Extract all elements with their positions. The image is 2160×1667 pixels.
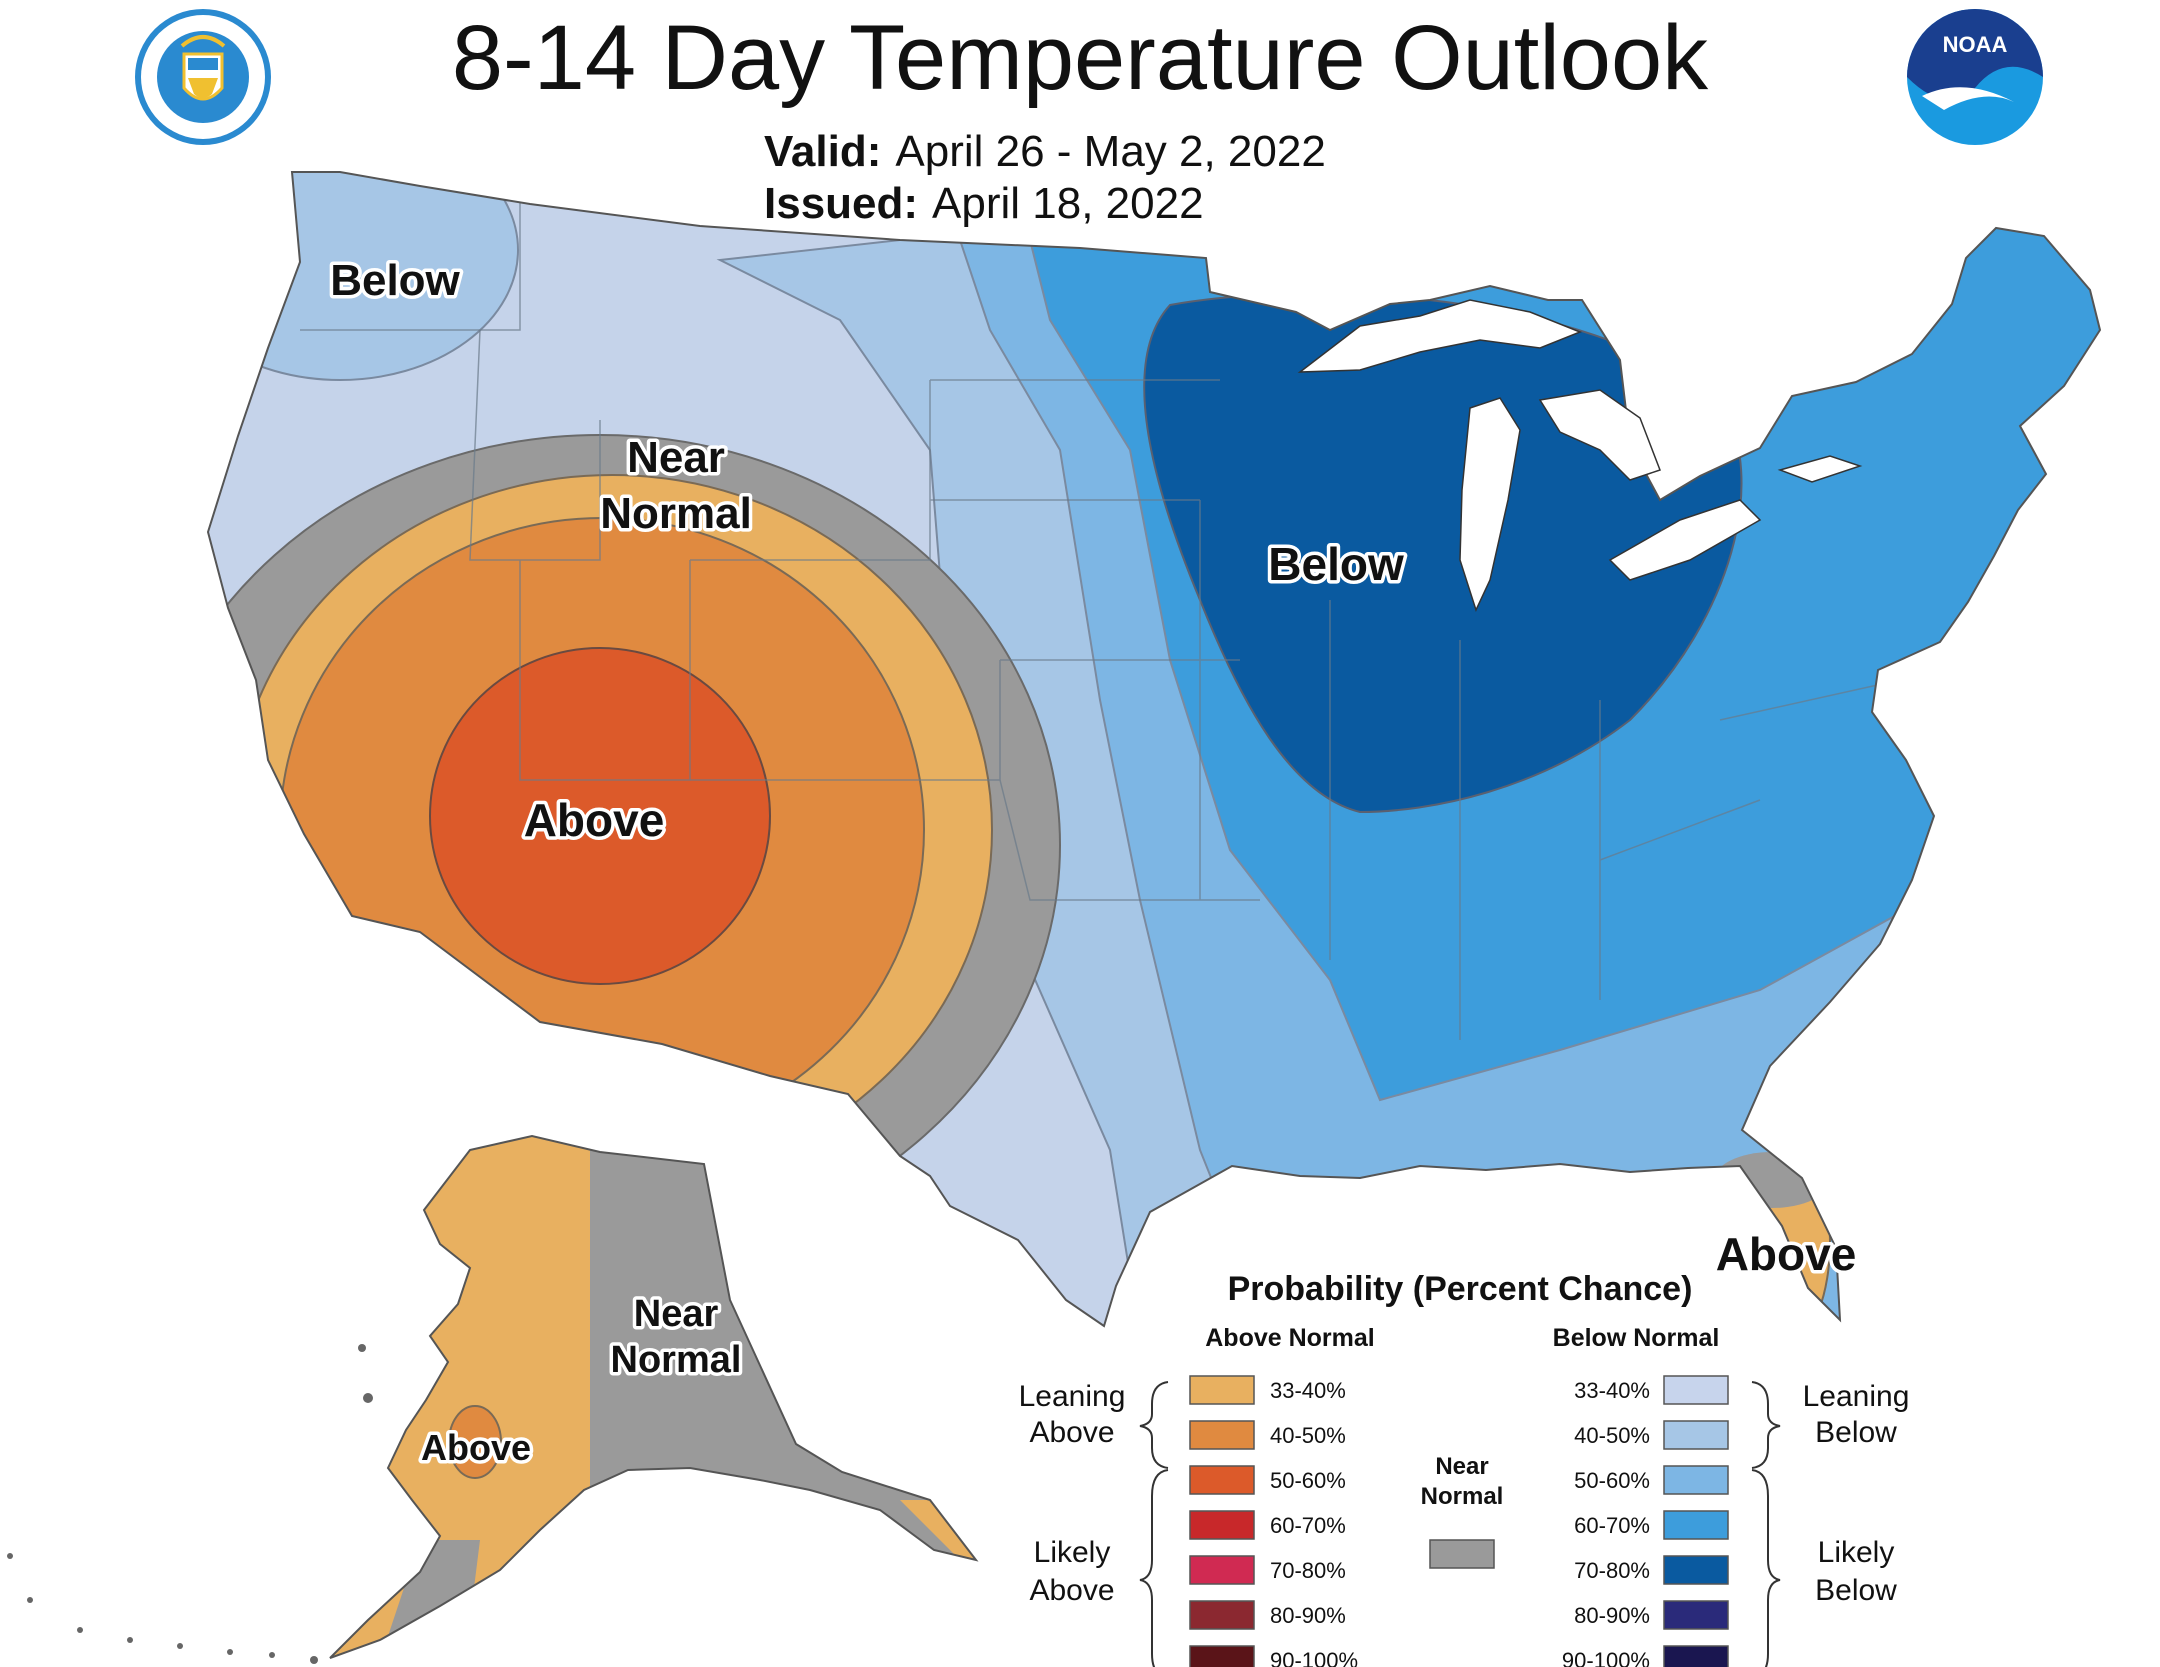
below-swatch-0 [1663,1375,1729,1405]
above-swatch-5 [1189,1600,1255,1630]
legend-leaning-below-line1: Leaning [1803,1380,1910,1413]
label-alaska-above: Above [421,1427,531,1468]
legend-likely-below-line1: Likely [1818,1536,1895,1569]
conus-outline [206,171,2102,1328]
below-swatch-4 [1663,1555,1729,1585]
label-alaska-near-line2: Normal [611,1339,742,1381]
legend-near-normal-line1: Near [1435,1453,1488,1480]
issued-value: April 18, 2022 [932,179,1204,228]
label-florida-above: Above [1716,1228,1857,1280]
below-label-5: 80-90% [1574,1603,1650,1628]
legend-likely-above-line2: Above [1029,1574,1114,1607]
legend-likely-above-line1: Likely [1034,1536,1111,1569]
above-swatch-2 [1189,1465,1255,1495]
below-label-1: 40-50% [1574,1423,1650,1448]
issued-date: Issued: April 18, 2022 [764,178,1204,230]
above-swatch-0 [1189,1375,1255,1405]
below-swatch-6 [1663,1645,1729,1667]
above-swatch-6 [1189,1645,1255,1667]
legend-below-header: Below Normal [1553,1324,1720,1352]
below-swatch-5 [1663,1600,1729,1630]
legend-likely-below-line2: Below [1815,1574,1897,1607]
above-swatch-1 [1189,1420,1255,1450]
legend-near-normal-swatch [1429,1539,1495,1569]
label-southwest-above: Above [524,794,665,846]
below-swatch-2 [1663,1465,1729,1495]
above-label-6: 90-100% [1270,1648,1358,1667]
above-label-5: 80-90% [1270,1603,1346,1628]
label-great-lakes-below: Below [1268,538,1404,590]
legend-near-normal-line2: Normal [1421,1483,1504,1510]
below-swatch-3 [1663,1510,1729,1540]
legend-leaning-below-line2: Below [1815,1416,1897,1449]
legend-above-header: Above Normal [1205,1324,1374,1352]
legend-below-rows: 33-40% 40-50% 50-60% 60-70% 70-80% 80-90% 90-1… [1562,1375,1729,1667]
above-label-0: 33-40% [1270,1378,1346,1403]
below-label-6: 90-100% [1562,1648,1650,1667]
above-label-2: 50-60% [1270,1468,1346,1493]
great-lakes [1297,299,1863,613]
legend-title: Probability (Percent Chance) [1228,1270,1693,1308]
below-label-3: 60-70% [1574,1513,1650,1538]
above-label-3: 60-70% [1270,1513,1346,1538]
valid-value: April 26 - May 2, 2022 [895,127,1326,176]
svg-text:NOAA: NOAA [1943,32,2008,57]
label-alaska-near-line1: Near [634,1293,719,1335]
label-near-normal-line1: Near [627,433,725,482]
aleutian-islands [7,1344,373,1664]
legend-braces [1139,1381,1781,1667]
above-label-1: 40-50% [1270,1423,1346,1448]
alaska-outline [329,1134,979,1659]
legend-above-rows: 33-40% 40-50% 50-60% 60-70% 70-80% 80-90% 90-1… [1189,1375,1358,1667]
issued-label: Issued: [764,179,919,228]
below-label-2: 50-60% [1574,1468,1650,1493]
above-swatch-3 [1189,1510,1255,1540]
map-title: 8-14 Day Temperature Outlook [451,7,1709,109]
valid-dates: Valid: April 26 - May 2, 2022 [764,126,1326,178]
valid-label: Valid: [764,127,882,176]
legend-leaning-above-line2: Above [1029,1416,1114,1449]
above-swatch-4 [1189,1555,1255,1585]
label-pacific-nw-below: Below [330,256,460,305]
above-label-4: 70-80% [1270,1558,1346,1583]
label-near-normal-line2: Normal [600,489,752,538]
probability-legend: Probability (Percent Chance) Above Norma… [1019,1270,1910,1667]
below-swatch-1 [1663,1420,1729,1450]
legend-leaning-above-line1: Leaning [1019,1380,1126,1413]
below-label-0: 33-40% [1574,1378,1650,1403]
department-of-commerce-seal [135,9,271,145]
below-label-4: 70-80% [1574,1558,1650,1583]
noaa-logo: NOAA [1907,9,2043,145]
